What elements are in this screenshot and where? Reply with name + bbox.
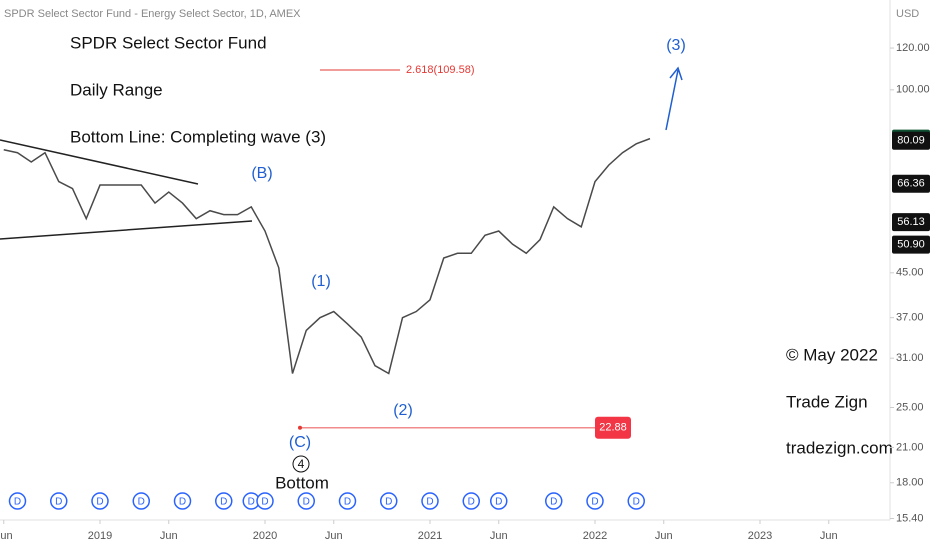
x-tick-label: Jun [490, 530, 508, 542]
dividend-marker [490, 492, 508, 510]
x-tick-label: 2021 [418, 530, 442, 542]
trendline [0, 139, 199, 185]
y-tick-label: 37.00 [896, 312, 924, 324]
credit: © May 2022 [786, 345, 878, 364]
x-tick-label: 2023 [748, 530, 772, 542]
x-tick-label: Jun [820, 530, 838, 542]
dividend-marker [8, 492, 27, 510]
price-label: 66.36 [897, 178, 925, 190]
y-tick-label: 120.00 [896, 42, 930, 54]
y-tick-label: 45.00 [896, 267, 924, 279]
wave-label: (C) [289, 434, 311, 451]
dividend-marker [586, 492, 604, 510]
dividend-marker [421, 492, 439, 510]
low-label-box [595, 416, 631, 439]
dividend-label: D [303, 497, 310, 508]
wave-label: 4 [298, 457, 305, 471]
price-label: 80.09 [897, 135, 925, 147]
dividend-marker [297, 492, 315, 510]
price-line [3, 137, 651, 375]
trendline [0, 220, 253, 240]
dividend-marker [173, 492, 192, 510]
dividend-label: D [426, 497, 433, 508]
dividend-label: D [385, 497, 392, 508]
note: Bottom Line: Completing wave (3) [70, 127, 326, 146]
x-tick-label: Jun [0, 530, 13, 542]
price-label-box [892, 174, 930, 193]
dividend-label: D [468, 497, 475, 508]
dividend-label: D [550, 497, 557, 508]
dividend-label: D [344, 497, 351, 508]
x-tick-label: 2019 [88, 530, 112, 542]
low-point [298, 425, 302, 430]
wave-label: (2) [393, 402, 413, 419]
fib-label: 2.618(109.58) [406, 64, 475, 76]
wave-circle [292, 455, 310, 473]
price-label: 50.90 [897, 238, 925, 250]
credit: Trade Zign [786, 392, 868, 411]
x-tick-label: Jun [160, 530, 178, 542]
dividend-label: D [14, 497, 21, 508]
dividend-label: D [633, 497, 640, 508]
x-tick-label: Jun [325, 530, 343, 542]
arrow [665, 66, 683, 131]
dividend-marker [462, 492, 480, 510]
header: SPDR Select Sector Fund - Energy Select … [4, 8, 301, 20]
dividend-label: D [138, 497, 145, 508]
dividend-label: D [261, 497, 268, 508]
dividend-label: D [495, 497, 502, 508]
dividend-marker [380, 492, 398, 510]
dividend-marker [545, 492, 563, 510]
y-tick-label: 100.00 [896, 84, 930, 96]
price-label-box [892, 235, 930, 254]
currency: USD [896, 8, 919, 20]
wave-label: (B) [251, 165, 272, 182]
dividend-marker [627, 492, 645, 510]
y-tick-label: 15.40 [896, 512, 924, 524]
price-label-box [892, 131, 930, 150]
dividend-marker [215, 492, 233, 510]
dividend-label: D [55, 497, 62, 508]
dividend-label: D [96, 497, 103, 508]
subtitle: Daily Range [70, 80, 163, 99]
dividend-marker [91, 492, 109, 510]
price-label-box [892, 213, 930, 232]
x-tick-label: Jun [655, 530, 673, 542]
dividend-label: D [179, 497, 186, 508]
dividend-marker [132, 492, 150, 510]
low-label: 22.88 [599, 422, 627, 434]
dividend-label: D [248, 497, 255, 508]
dividend-marker [256, 492, 274, 510]
title: SPDR Select Sector Fund [70, 33, 267, 52]
dividend-label: D [591, 497, 598, 508]
y-tick-label: 21.00 [896, 441, 924, 453]
wave-label: Bottom [275, 473, 329, 492]
x-tick-label: 2020 [253, 530, 277, 542]
y-tick-label: 25.00 [896, 401, 924, 413]
wave-label: (1) [311, 273, 331, 290]
y-tick-label: 31.00 [896, 352, 924, 364]
dividend-label: D [220, 497, 227, 508]
dividend-marker [338, 492, 357, 510]
wave-label: (3) [666, 37, 686, 54]
price-label: 56.13 [897, 216, 925, 228]
dividend-marker [50, 492, 68, 510]
x-tick-label: 2022 [583, 530, 607, 542]
y-tick-label: 18.00 [896, 477, 924, 489]
credit: tradezign.com [786, 438, 893, 457]
